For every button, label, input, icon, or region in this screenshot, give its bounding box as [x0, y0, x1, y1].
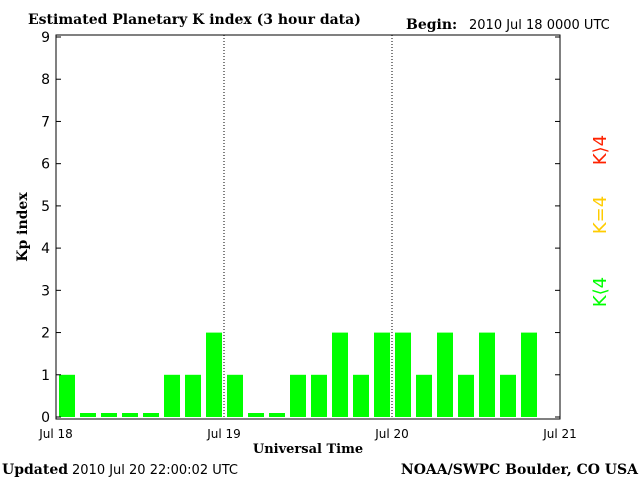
y-tick-label-2: 2 — [41, 326, 50, 342]
bar-17 — [416, 374, 432, 417]
bar-3 — [122, 413, 138, 417]
x-axis-label: Universal Time — [253, 442, 363, 457]
bar-20 — [479, 332, 495, 417]
bar-22 — [521, 332, 537, 417]
bar-1 — [80, 413, 96, 417]
bar-10 — [269, 413, 285, 417]
begin-label: Begin: — [406, 17, 457, 33]
bars-group — [59, 332, 537, 417]
legend-k-less-4: K⟨4 — [590, 277, 611, 307]
bar-16 — [395, 332, 411, 417]
y-axis-label: Kp index — [15, 192, 31, 262]
updated-value: 2010 Jul 20 22:00:02 UTC — [72, 463, 238, 478]
y-tick-label-9: 9 — [41, 30, 50, 46]
updated-label: Updated — [2, 462, 68, 478]
bar-21 — [500, 374, 516, 417]
bar-12 — [311, 374, 327, 417]
bar-6 — [185, 374, 201, 417]
y-tick-label-5: 5 — [41, 199, 50, 215]
x-tick-label-0: Jul 18 — [38, 427, 73, 441]
bar-11 — [290, 374, 306, 417]
y-tick-label-4: 4 — [41, 241, 50, 257]
x-tick-label-2: Jul 20 — [374, 427, 409, 441]
y-tick-label-1: 1 — [41, 368, 50, 384]
bar-4 — [143, 413, 159, 417]
bar-0 — [59, 374, 75, 417]
bar-5 — [164, 374, 180, 417]
y-tick-label-6: 6 — [41, 157, 50, 173]
bar-13 — [332, 332, 348, 417]
chart-title: Estimated Planetary K index (3 hour data… — [28, 12, 361, 28]
bar-9 — [248, 413, 264, 417]
legend-k-equal-4: K=4 — [590, 196, 611, 234]
bar-19 — [458, 374, 474, 417]
bar-2 — [101, 413, 117, 417]
y-tick-label-0: 0 — [41, 410, 50, 426]
begin-value: 2010 Jul 18 0000 UTC — [469, 18, 610, 33]
x-axis: Jul 18 Jul 19 Jul 20 Jul 21 — [38, 427, 577, 441]
y-axis: 0 1 2 3 4 5 6 7 8 9 — [41, 30, 560, 426]
bar-14 — [353, 374, 369, 417]
plot-frame — [55, 34, 561, 420]
legend-k-greater-4: K⟩4 — [590, 135, 611, 165]
source-credit: NOAA/SWPC Boulder, CO USA — [401, 462, 639, 478]
x-tick-label-3: Jul 21 — [542, 427, 577, 441]
bar-18 — [437, 332, 453, 417]
y-tick-label-8: 8 — [41, 72, 50, 88]
y-tick-label-3: 3 — [41, 283, 50, 299]
bar-15 — [374, 332, 390, 417]
bar-7 — [206, 332, 222, 417]
bar-8 — [227, 374, 243, 417]
x-tick-label-1: Jul 19 — [206, 427, 241, 441]
y-tick-label-7: 7 — [41, 114, 50, 130]
